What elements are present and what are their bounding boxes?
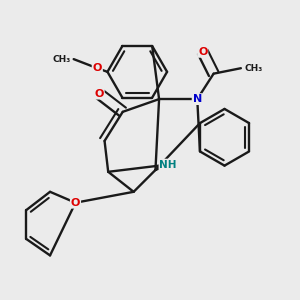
Text: O: O (94, 89, 104, 99)
Text: O: O (93, 63, 102, 73)
Text: CH₃: CH₃ (52, 55, 70, 64)
Text: O: O (198, 47, 207, 57)
Text: O: O (71, 198, 80, 208)
Text: CH₃: CH₃ (244, 64, 262, 73)
Text: NH: NH (159, 160, 177, 170)
Text: N: N (193, 94, 202, 104)
